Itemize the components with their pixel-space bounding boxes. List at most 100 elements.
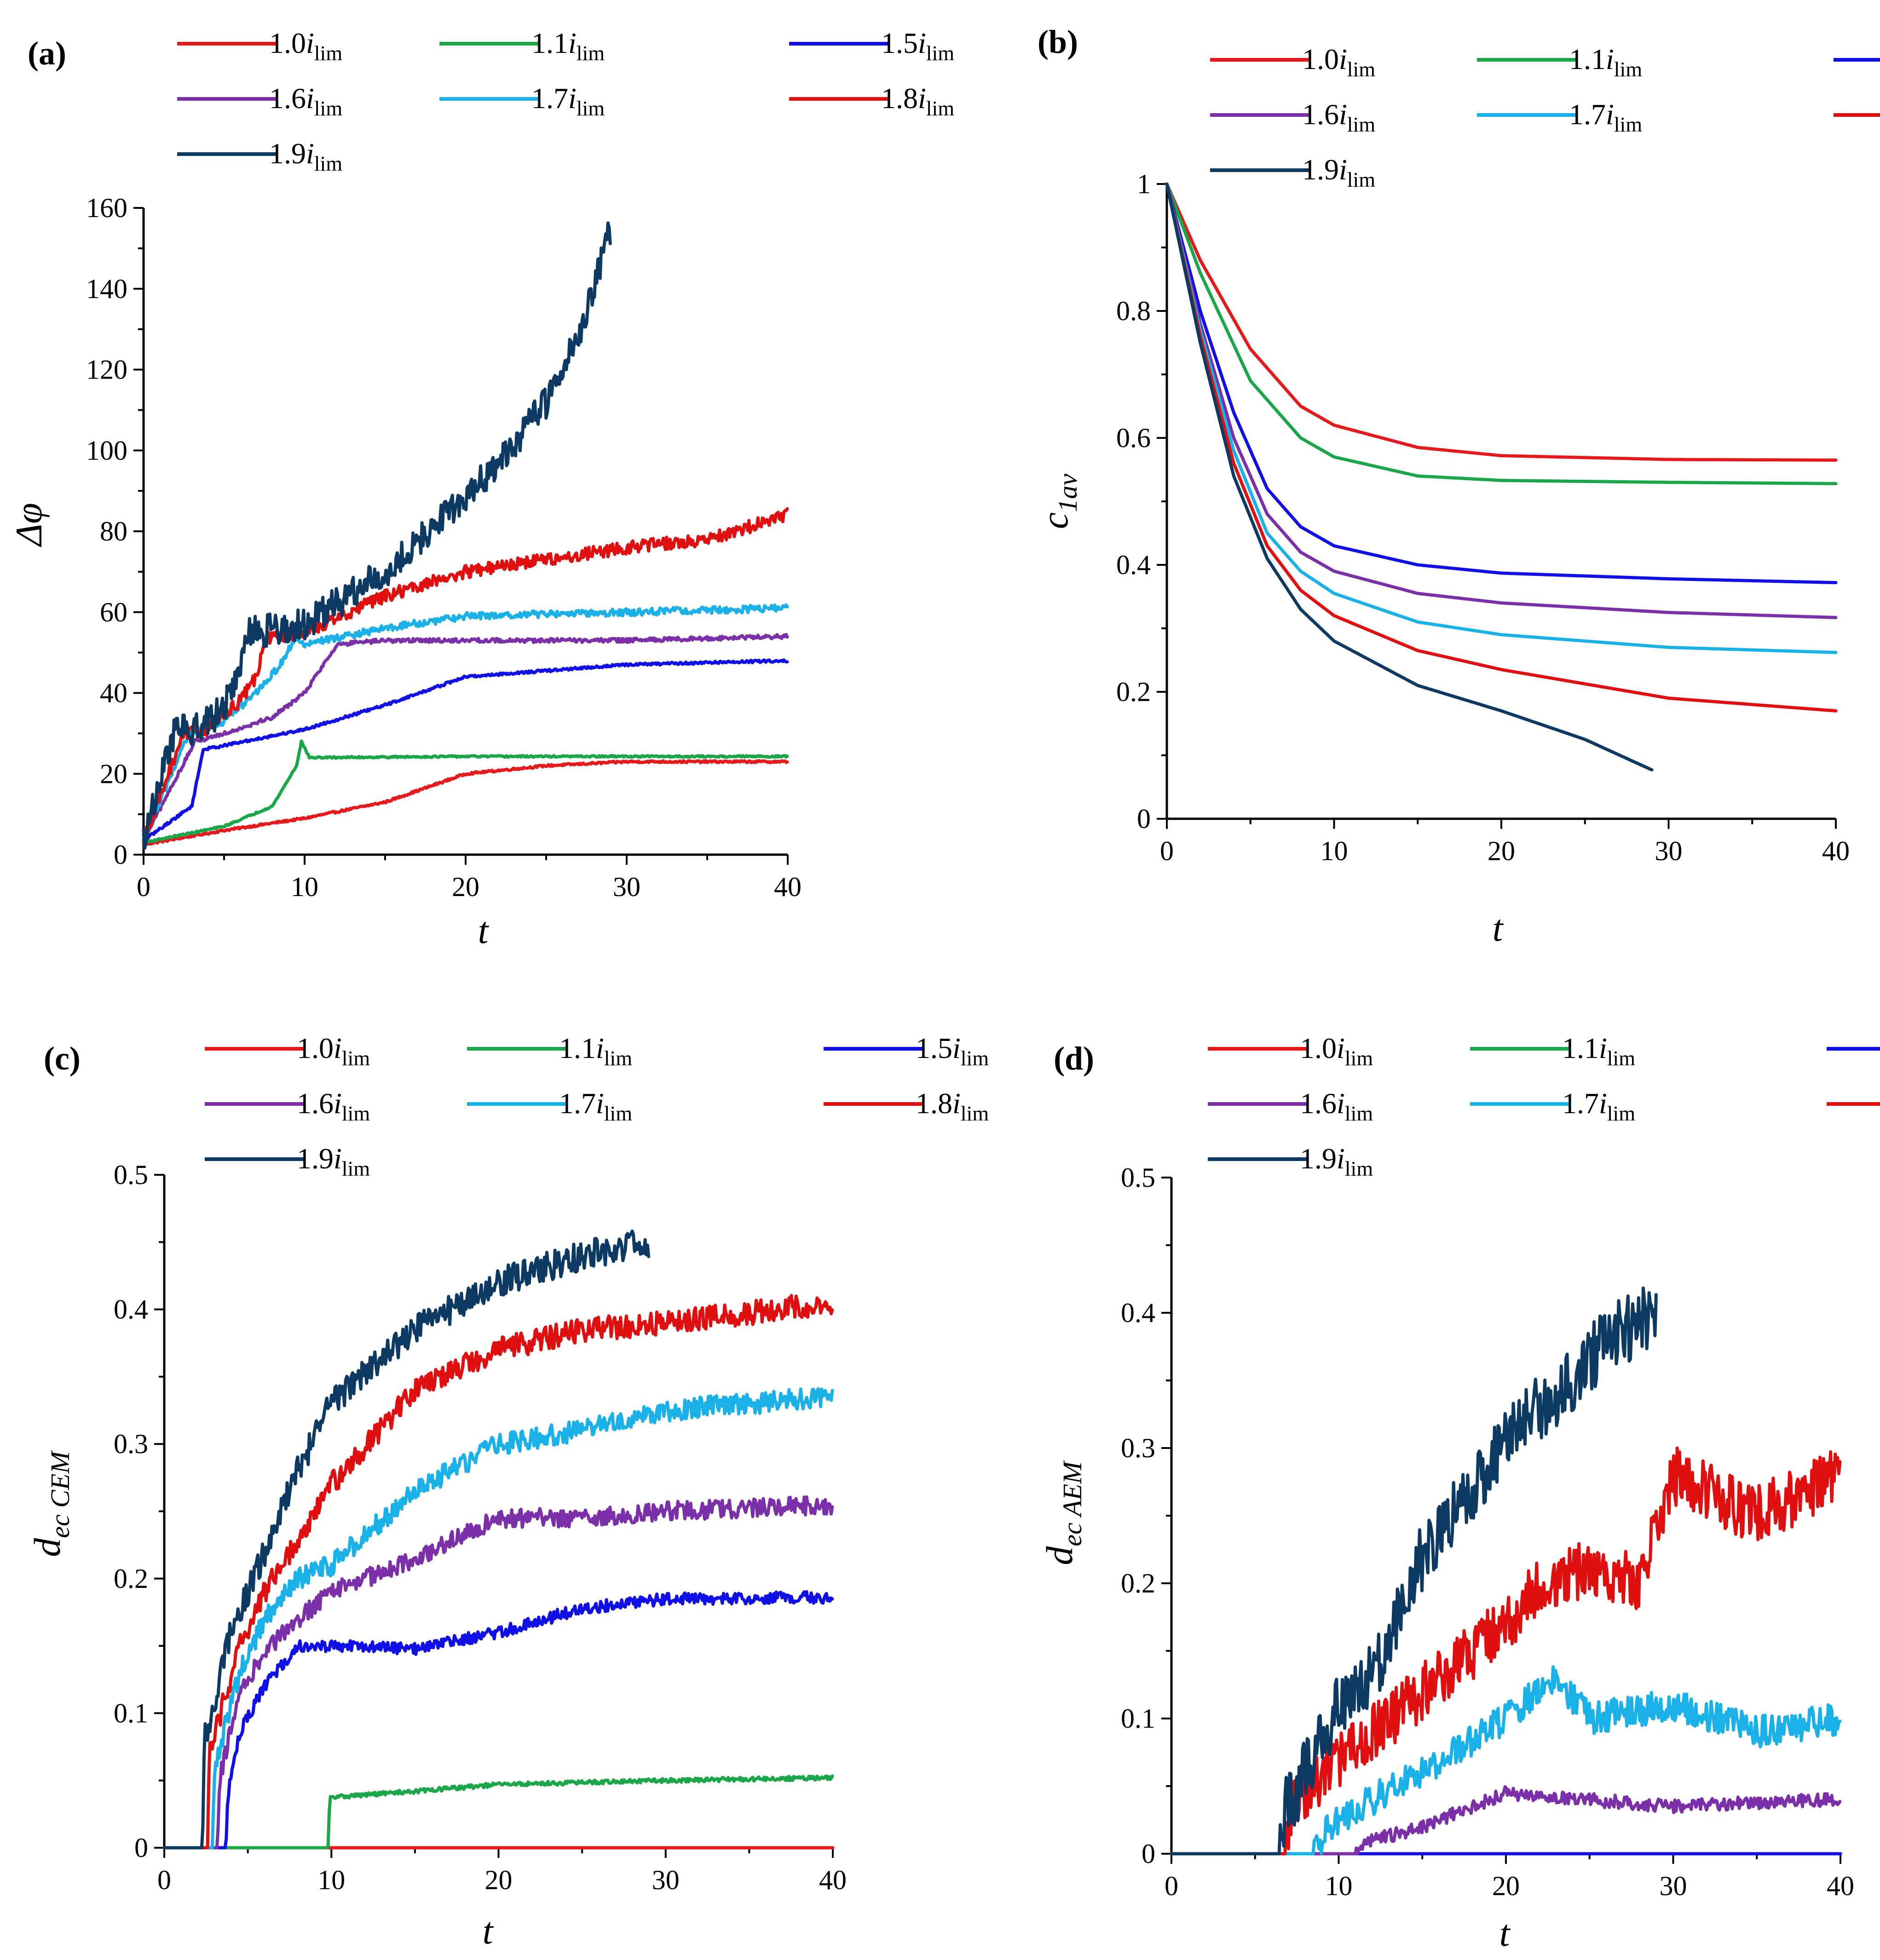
series-1.8i_lim: [1165, 182, 1838, 713]
legend-factor: 1.1: [1562, 1032, 1599, 1064]
legend-factor: 1.6: [269, 82, 306, 115]
legend-label: 1.1ilim: [531, 27, 605, 65]
legend-item: 1.8ilim: [1834, 113, 1880, 117]
x-tick-label: 40: [819, 1865, 847, 1895]
legend-item: 1.7ilim: [467, 1087, 632, 1125]
legend-symbol: i: [334, 1087, 342, 1120]
x-tick-label: 30: [1660, 1871, 1687, 1901]
y-tick-label: 40: [100, 678, 127, 708]
series-1.8i_lim: [1170, 1446, 1842, 1856]
panel-label: (d): [1054, 1040, 1094, 1077]
series-1.6i_lim: [142, 632, 789, 841]
y-tick-label: 0.1: [114, 1698, 148, 1728]
y-tick-label: 0.3: [114, 1429, 148, 1459]
legend-symbol: i: [1337, 1032, 1345, 1064]
legend-item: 1.5ilim: [789, 27, 954, 65]
legend-label: 1.5ilim: [916, 1032, 989, 1070]
legend-factor: 1.1: [559, 1032, 596, 1064]
x-tick-label: 10: [291, 872, 318, 902]
x-tick-label: 40: [774, 872, 802, 902]
x-tick-label: 0: [137, 872, 150, 902]
legend-item: 1.5ilim: [824, 1032, 989, 1070]
y-tick-label: 0.2: [1121, 1568, 1155, 1598]
legend-symbol: i: [306, 82, 314, 115]
x-tick-label: 30: [1655, 836, 1683, 866]
legend: 1.0ilim1.1ilim1.5ilim1.6ilim1.7ilim1.8il…: [1210, 43, 1880, 191]
legend-subscript: lim: [577, 97, 605, 120]
y-tick-label: 0.5: [114, 1160, 148, 1190]
series-1.9i_lim: [162, 1229, 651, 1850]
legend-subscript: lim: [926, 97, 955, 120]
legend-subscript: lim: [314, 41, 343, 65]
series-1.5i_lim: [1165, 182, 1838, 585]
y-tick-label: 80: [100, 516, 127, 546]
legend-label: 1.1ilim: [559, 1032, 632, 1070]
x-tick-label: 10: [317, 1865, 345, 1895]
legend-factor: 1.8: [916, 1087, 952, 1120]
x-tick-label: 10: [1321, 836, 1348, 866]
x-tick-label: 0: [1160, 836, 1174, 866]
series-1.9i_lim: [1165, 182, 1654, 772]
x-tick-label: 40: [1827, 1871, 1854, 1901]
legend-symbol: i: [568, 27, 577, 59]
legend-factor: 1.7: [559, 1087, 596, 1120]
x-tick-label: 40: [1822, 836, 1850, 866]
y-axis-label: Δφ: [8, 503, 50, 547]
legend-item: 1.1ilim: [467, 1032, 632, 1070]
legend-subscript: lim: [1607, 1102, 1636, 1125]
legend-item: 1.8ilim: [824, 1087, 989, 1125]
y-tick-label: 140: [86, 274, 127, 304]
legend-item: 1.9ilim: [177, 137, 342, 175]
legend-factor: 1.7: [1562, 1087, 1599, 1120]
legend-subscript: lim: [604, 1046, 633, 1070]
legend-item: 1.6ilim: [205, 1087, 370, 1125]
x-axis-label: t: [1499, 1912, 1511, 1954]
legend-subscript: lim: [314, 152, 343, 175]
legend-item: 1.6ilim: [177, 82, 342, 120]
legend-subscript: lim: [577, 41, 605, 65]
y-tick-label: 0: [1137, 804, 1151, 834]
legend-item: 1.7ilim: [1477, 98, 1642, 136]
x-tick-label: 30: [613, 872, 640, 902]
legend-label: 1.7ilim: [559, 1087, 632, 1125]
legend-item: 1.5ilim: [1834, 58, 1880, 62]
legend-factor: 1.1: [531, 27, 568, 59]
legend-factor: 1.1: [1569, 43, 1606, 75]
legend-factor: 1.6: [1300, 1087, 1337, 1120]
legend-label: 1.0ilim: [269, 27, 342, 65]
legend-symbol: i: [1599, 1032, 1607, 1064]
legend-symbol: i: [1606, 98, 1614, 131]
x-tick-label: 20: [1492, 1871, 1520, 1901]
legend-subscript: lim: [961, 1102, 989, 1125]
y-tick-label: 160: [86, 193, 127, 223]
series-1.6i_lim: [1170, 1785, 1842, 1856]
y-tick-label: 0.5: [1121, 1162, 1155, 1193]
legend-label: 1.6ilim: [1300, 1087, 1373, 1125]
legend-factor: 1.5: [881, 27, 918, 59]
legend-factor: 1.0: [1302, 43, 1339, 75]
legend-factor: 1.0: [297, 1032, 334, 1064]
legend-label: 1.9ilim: [269, 137, 342, 175]
legend-symbol: i: [596, 1087, 604, 1120]
y-axis-label-sub: ec AEM: [1057, 1460, 1087, 1546]
legend-item: 1.8ilim: [789, 82, 954, 120]
legend-symbol: i: [1339, 43, 1347, 75]
legend-subscript: lim: [1347, 168, 1376, 191]
y-axis-label-main: c: [1034, 512, 1076, 529]
legend-label: 1.6ilim: [1302, 98, 1375, 136]
legend-subscript: lim: [1614, 57, 1643, 81]
series-1.0i_lim: [1165, 182, 1838, 462]
series-1.6i_lim: [1165, 182, 1838, 619]
legend-subscript: lim: [1614, 113, 1643, 136]
legend-symbol: i: [918, 82, 926, 115]
x-axis-label: t: [478, 909, 490, 951]
legend-item: 1.0ilim: [1210, 43, 1375, 81]
series-1.7i_lim: [1165, 182, 1838, 654]
legend-factor: 1.9: [269, 137, 306, 170]
legend-factor: 1.8: [881, 82, 918, 115]
series-1.7i_lim: [142, 603, 789, 840]
legend-subscript: lim: [314, 97, 343, 120]
series-1.1i_lim: [162, 1774, 834, 1850]
